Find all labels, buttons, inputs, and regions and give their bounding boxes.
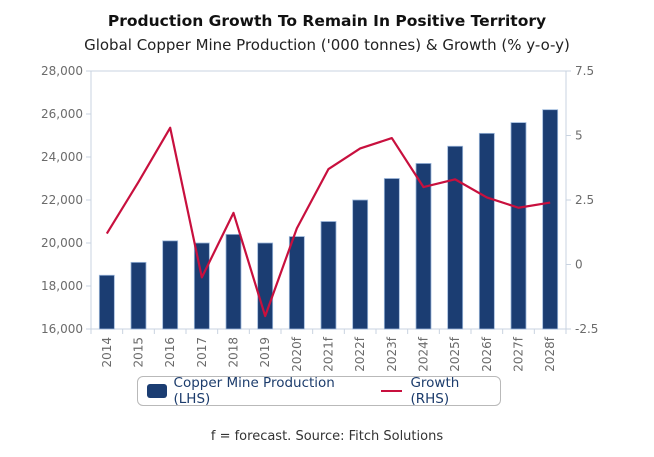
footnote: f = forecast. Source: Fitch Solutions	[210, 429, 444, 444]
bar-2022f	[352, 199, 369, 330]
x-tick-label: 2024f	[417, 336, 431, 372]
bar-2025f	[447, 145, 464, 330]
x-tick-label: 2021f	[322, 336, 336, 372]
legend-label-growth: Growth (RHS)	[410, 375, 460, 407]
left-tick-label: 22,000	[41, 193, 83, 207]
bar-2028f	[542, 109, 559, 330]
left-tick-label: 20,000	[41, 236, 83, 250]
left-tick-label: 24,000	[41, 150, 83, 164]
left-tick-label: 16,000	[41, 322, 83, 336]
x-tick-label: 2019	[258, 337, 272, 368]
bar-2023f	[383, 178, 400, 330]
x-tick-label: 2014	[100, 337, 114, 368]
bar-2026f	[478, 132, 495, 330]
right-tick-label: 7.5	[575, 64, 594, 78]
bar-2018	[225, 233, 242, 330]
right-tick-label: 0	[575, 258, 583, 272]
right-tick-label: -2.5	[575, 322, 598, 336]
chart-subtitle: Global Copper Mine Production ('000 tonn…	[84, 36, 570, 54]
x-tick-label: 2020f	[290, 336, 304, 372]
x-tick-label: 2015	[132, 337, 146, 368]
bar-2016	[162, 240, 179, 330]
legend-swatch-growth	[380, 390, 403, 392]
x-tick-label: 2023f	[385, 336, 399, 372]
x-tick-label: 2028f	[543, 336, 557, 372]
bars	[98, 109, 559, 330]
legend-swatch-production	[147, 384, 167, 398]
bar-2015	[130, 261, 147, 330]
x-tick-label: 2025f	[448, 336, 462, 372]
right-tick-label: 5	[575, 129, 583, 143]
bar-2024f	[415, 163, 432, 330]
tick-labels: 16,000 18,000 20,000 22,000 24,000 26,000 28,0…	[41, 64, 598, 372]
x-tick-label: 2022f	[353, 336, 367, 372]
bar-2021f	[320, 221, 337, 330]
left-tick-label: 28,000	[41, 64, 83, 78]
x-tick-label: 2016	[163, 337, 177, 368]
left-tick-label: 26,000	[41, 107, 83, 121]
bar-2014	[98, 274, 115, 330]
growth-line-group	[105, 126, 551, 318]
x-tick-label: 2026f	[480, 336, 494, 372]
right-tick-label: 2.5	[575, 193, 594, 207]
chart-title: Production Growth To Remain In Positive …	[107, 12, 547, 30]
legend-label-production: Copper Mine Production (LHS)	[173, 375, 335, 407]
x-tick-label: 2017	[195, 337, 209, 368]
left-tick-label: 18,000	[41, 279, 83, 293]
x-tick-label: 2027f	[512, 336, 526, 372]
legend: Copper Mine Production (LHS) Growth (RHS…	[137, 375, 501, 407]
x-tick-label: 2018	[227, 337, 241, 368]
bar-2020f	[288, 236, 305, 330]
bar-2027f	[510, 122, 527, 330]
